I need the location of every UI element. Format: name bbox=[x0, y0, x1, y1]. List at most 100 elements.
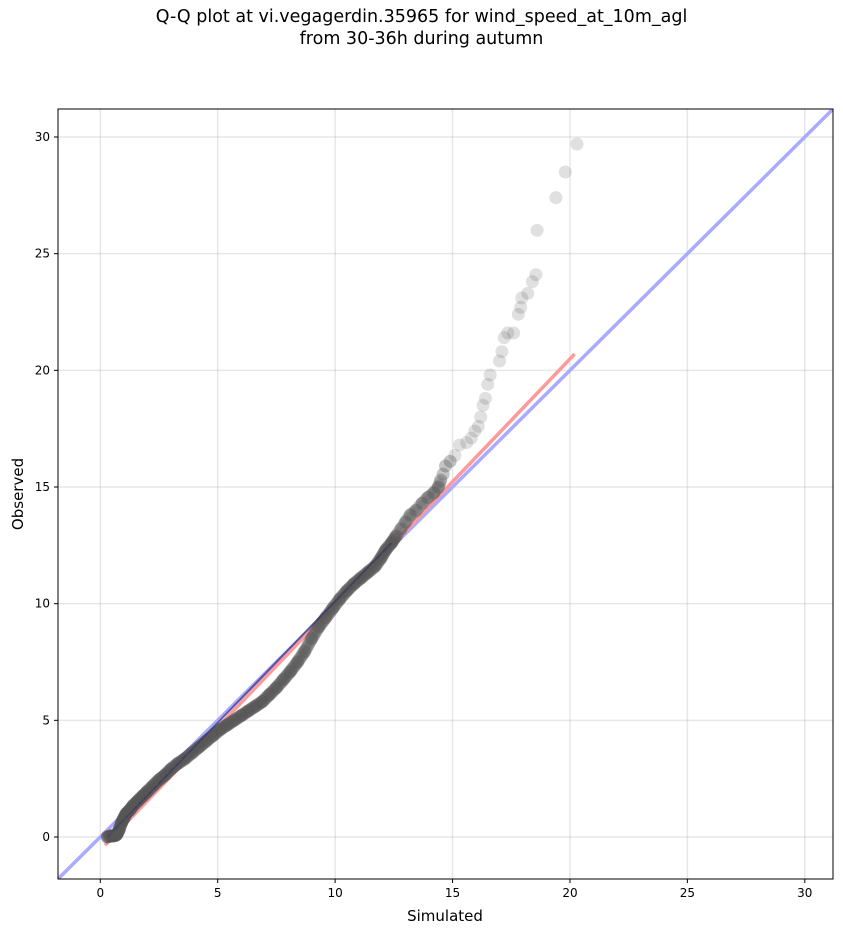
quantile-point-dense bbox=[158, 768, 172, 782]
quantile-point bbox=[178, 752, 192, 766]
quantile-point-dense bbox=[393, 524, 407, 538]
quantile-point-dense bbox=[190, 742, 204, 756]
quantile-point-dense bbox=[342, 582, 356, 596]
quantile-point-dense bbox=[343, 581, 357, 595]
quantile-point-dense bbox=[248, 699, 262, 713]
quantile-point-dense bbox=[160, 766, 174, 780]
quantile-point-dense bbox=[399, 515, 413, 529]
x-tick-label: 25 bbox=[680, 886, 695, 900]
quantile-point-dense bbox=[113, 821, 127, 835]
quantile-point-dense bbox=[155, 770, 169, 784]
quantile-point bbox=[100, 830, 114, 844]
quantile-point-dense bbox=[241, 704, 255, 718]
quantile-point-dense bbox=[102, 829, 116, 843]
quantile-point-dense bbox=[269, 681, 283, 695]
quantile-point-dense bbox=[150, 775, 164, 789]
quantile-point-dense bbox=[338, 587, 352, 601]
quantile-point bbox=[158, 768, 172, 782]
quantile-point-dense bbox=[187, 744, 201, 758]
quantile-point-dense bbox=[185, 746, 199, 760]
quantile-point-dense bbox=[157, 769, 171, 783]
quantile-point-dense bbox=[375, 549, 389, 563]
quantile-point-dense bbox=[307, 628, 321, 642]
quantile-point-dense bbox=[372, 554, 386, 568]
y-tick-label: 15 bbox=[35, 480, 50, 494]
quantile-point-dense bbox=[124, 802, 138, 816]
quantile-point-dense bbox=[142, 783, 156, 797]
quantile-point-dense bbox=[418, 493, 432, 507]
quantile-point-dense bbox=[257, 693, 271, 707]
quantile-point-dense bbox=[129, 796, 142, 810]
quantile-point-dense bbox=[244, 702, 258, 716]
quantile-point-dense bbox=[261, 689, 275, 703]
quantile-point-dense bbox=[217, 720, 231, 734]
quantile-point-dense bbox=[303, 635, 317, 649]
quantile-point bbox=[114, 816, 128, 830]
quantile-point-dense bbox=[349, 575, 363, 589]
quantile-point bbox=[284, 664, 297, 678]
quantile-point-dense bbox=[298, 643, 312, 657]
quantile-point-dense bbox=[296, 647, 310, 661]
quantile-point-dense bbox=[122, 804, 136, 818]
quantile-point bbox=[481, 377, 495, 391]
quantile-point-dense bbox=[278, 671, 292, 685]
quantile-point-dense bbox=[132, 792, 146, 806]
quantile-point-dense bbox=[256, 694, 270, 708]
quantile-point-dense bbox=[262, 688, 276, 702]
quantile-points bbox=[100, 137, 584, 844]
quantile-point-dense bbox=[259, 691, 273, 705]
quantile-point-dense bbox=[225, 715, 239, 728]
quantile-point-dense bbox=[120, 806, 134, 820]
quantile-point bbox=[255, 695, 269, 709]
fit-line bbox=[103, 352, 576, 847]
quantile-point-dense bbox=[433, 477, 447, 490]
quantile-point-dense bbox=[154, 771, 168, 785]
quantile-point-dense bbox=[346, 577, 360, 591]
quantile-point-dense bbox=[118, 809, 132, 823]
quantile-point-dense bbox=[131, 793, 145, 807]
quantile-point bbox=[399, 515, 413, 529]
quantile-point-dense bbox=[106, 829, 120, 843]
quantile-point-dense bbox=[157, 769, 171, 783]
quantile-point-dense bbox=[376, 548, 390, 562]
quantile-point-dense bbox=[121, 805, 135, 819]
quantile-point-dense bbox=[237, 707, 251, 721]
quantile-point-dense bbox=[276, 673, 290, 686]
y-tick-label: 5 bbox=[42, 713, 50, 727]
quantile-point-dense bbox=[388, 531, 402, 545]
quantile-point-dense bbox=[144, 781, 158, 795]
quantile-point-dense bbox=[262, 688, 276, 702]
quantile-point-dense bbox=[131, 794, 145, 808]
quantile-point-dense bbox=[141, 784, 155, 798]
quantile-point-dense bbox=[178, 752, 192, 766]
quantile-point-dense bbox=[121, 804, 135, 818]
quantile-point-dense bbox=[210, 725, 224, 739]
quantile-point-dense bbox=[329, 597, 343, 611]
quantile-point bbox=[403, 508, 417, 522]
quantile-point-dense bbox=[220, 718, 234, 732]
quantile-point bbox=[123, 803, 137, 817]
quantile-point-dense bbox=[125, 800, 139, 814]
quantile-point bbox=[497, 331, 511, 345]
quantile-point-dense bbox=[303, 634, 317, 648]
quantile-point-dense bbox=[153, 772, 167, 786]
plot-frame bbox=[57, 108, 834, 880]
quantile-point bbox=[152, 773, 166, 787]
quantile-point-dense bbox=[305, 632, 319, 646]
quantile-point bbox=[521, 286, 535, 300]
quantile-point-dense bbox=[183, 748, 197, 762]
quantile-point-dense bbox=[428, 484, 442, 498]
quantile-point-dense bbox=[142, 783, 156, 797]
quantile-point-dense bbox=[421, 491, 435, 504]
quantile-point-dense bbox=[180, 750, 194, 764]
quantile-point bbox=[241, 704, 255, 718]
quantile-point-dense bbox=[230, 711, 244, 725]
y-tick-label: 20 bbox=[35, 363, 50, 377]
quantile-point-dense bbox=[219, 719, 233, 733]
quantile-point-dense bbox=[313, 618, 327, 632]
quantile-point bbox=[117, 811, 131, 825]
quantile-point-dense bbox=[112, 823, 126, 837]
quantile-point bbox=[478, 391, 492, 405]
quantile-point-dense bbox=[311, 622, 325, 636]
